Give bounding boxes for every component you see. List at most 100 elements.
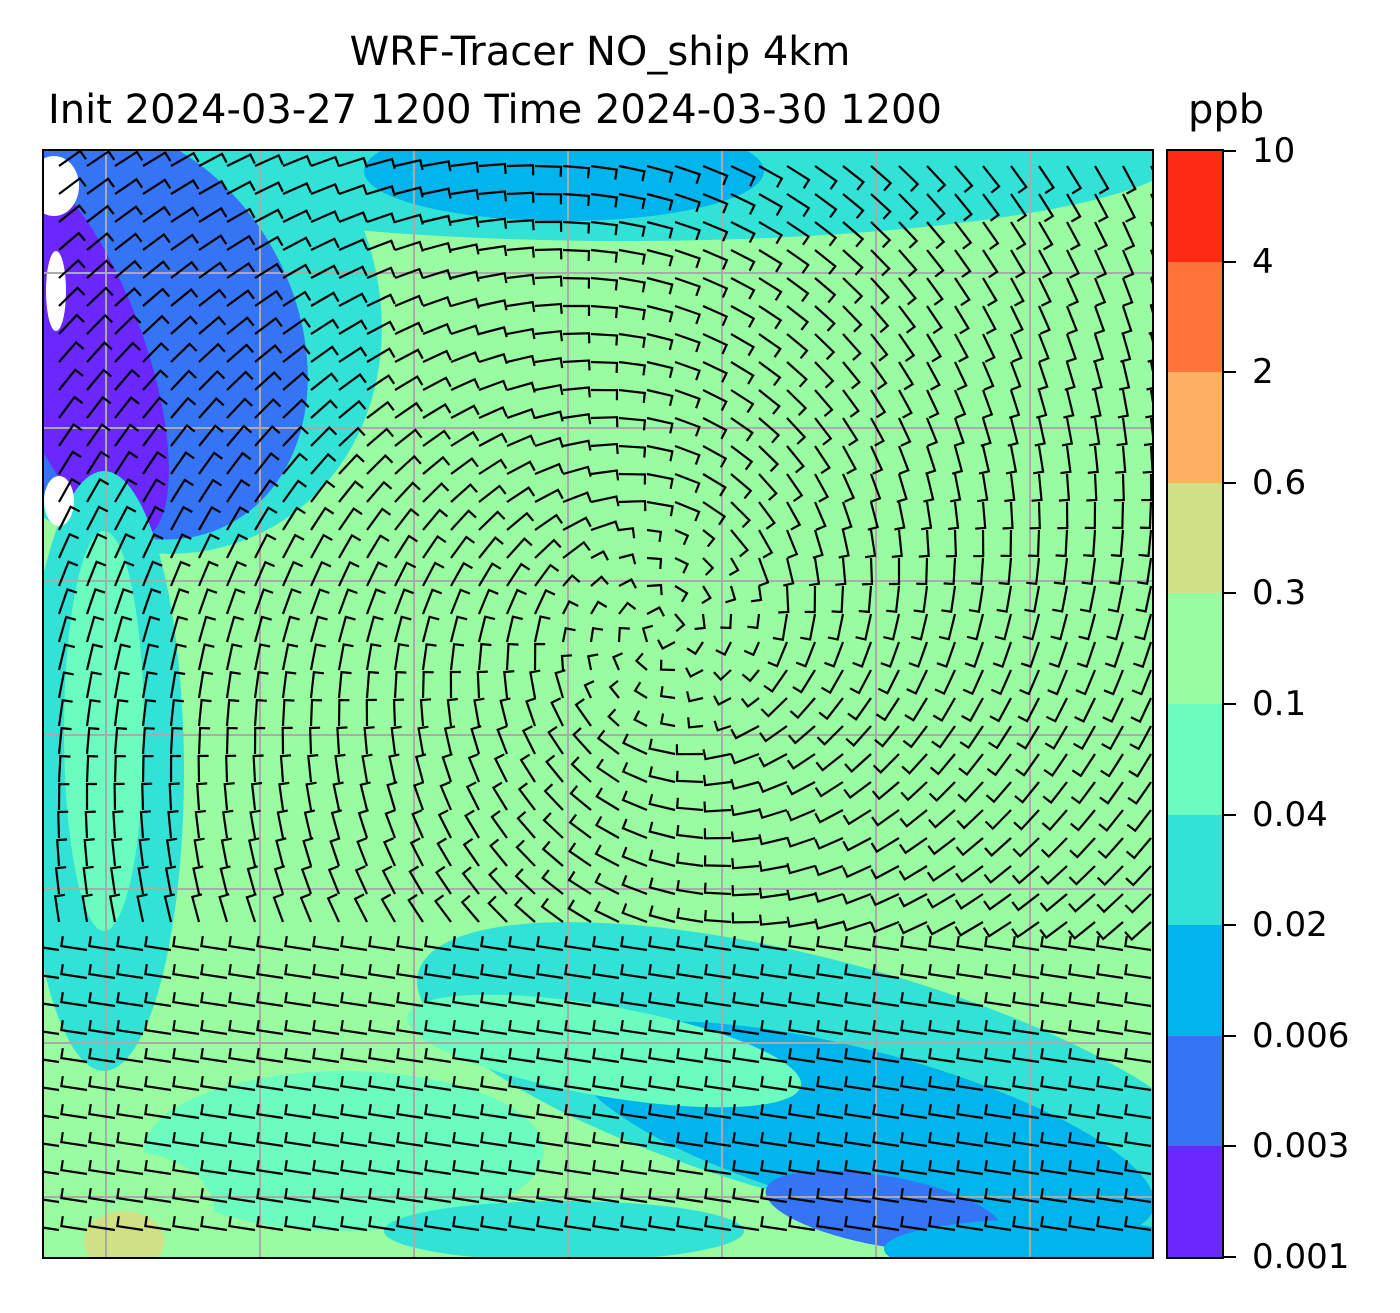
wind-barb <box>675 852 704 868</box>
wind-barb <box>505 615 523 643</box>
wind-barb <box>338 346 368 363</box>
wind-barb <box>386 781 398 811</box>
wind-barb <box>816 1076 844 1092</box>
wind-barb <box>926 333 943 363</box>
wind-barb <box>200 1048 228 1064</box>
wind-barb <box>1069 809 1096 832</box>
wind-barb <box>1067 921 1096 940</box>
wind-barb <box>525 697 537 727</box>
wind-barb <box>741 669 760 683</box>
wind-barb <box>478 352 508 365</box>
wind-barb <box>1100 753 1124 778</box>
wind-barb <box>225 671 241 699</box>
wind-barb <box>478 406 508 420</box>
wind-barb <box>424 964 452 980</box>
wind-barb <box>421 615 440 643</box>
wind-barb <box>760 697 788 718</box>
wind-barb <box>646 220 674 239</box>
wind-barb <box>872 753 900 774</box>
wind-barb <box>730 529 750 558</box>
wind-barb <box>254 452 280 475</box>
wind-barb <box>704 1048 732 1064</box>
wind-barb <box>529 669 541 699</box>
wind-barb <box>284 1160 312 1176</box>
wind-barb <box>981 361 995 391</box>
wind-barb <box>730 804 760 817</box>
wind-barb <box>704 1104 732 1120</box>
wind-barb <box>1116 417 1128 447</box>
wind-barb <box>900 1188 928 1204</box>
wind-barb <box>85 532 108 559</box>
wind-barb <box>786 753 816 770</box>
wind-barb <box>198 152 228 167</box>
colorbar-tick-label: 0.04 <box>1252 794 1328 835</box>
wind-barb <box>694 613 706 631</box>
wind-barb <box>424 992 452 1008</box>
wind-barb <box>984 1132 1012 1148</box>
wind-barb <box>359 781 371 811</box>
wind-barb <box>172 1020 200 1036</box>
wind-barb <box>44 1086 60 1092</box>
wind-barb <box>897 445 910 475</box>
wind-barb <box>116 1104 144 1120</box>
wind-barb <box>226 451 252 475</box>
wind-barb <box>759 725 788 743</box>
wind-barb <box>506 164 535 176</box>
wind-barb <box>338 533 362 559</box>
wind-barb <box>394 561 417 587</box>
wind-barb <box>1070 781 1096 805</box>
wind-barb <box>142 287 171 307</box>
wind-barb <box>533 615 551 643</box>
wind-barb <box>1130 697 1152 724</box>
wind-barb <box>954 305 970 335</box>
wind-barb <box>366 374 396 391</box>
wind-barb <box>675 797 704 812</box>
wind-barb <box>870 417 885 447</box>
wind-barb <box>421 643 437 671</box>
wind-barb <box>340 964 368 980</box>
colorbar-tick-label: 0.006 <box>1252 1015 1350 1056</box>
wind-barb <box>225 560 247 587</box>
wind-barb <box>968 585 985 613</box>
wind-barb <box>1022 613 1041 641</box>
wind-barb <box>1010 221 1027 251</box>
wind-barb <box>1121 221 1136 251</box>
wind-barb <box>898 389 913 419</box>
wind-barb <box>368 964 396 980</box>
wind-barb <box>310 479 336 503</box>
wind-barb <box>536 964 564 980</box>
wind-barb <box>1012 992 1040 1008</box>
wind-barb <box>436 837 452 867</box>
wind-barb <box>786 889 816 902</box>
wind-barb <box>284 992 312 1008</box>
wind-barb <box>674 164 702 185</box>
wind-barb <box>112 810 124 839</box>
wind-barb <box>450 243 480 255</box>
wind-barb <box>116 964 144 980</box>
wind-barb <box>60 1188 88 1204</box>
wind-barb <box>116 992 144 1008</box>
wind-barb <box>787 725 816 745</box>
wind-barb <box>953 389 967 419</box>
wind-barb <box>589 626 604 643</box>
wind-barb <box>908 641 929 668</box>
wind-barb <box>926 921 956 936</box>
wind-barb <box>954 921 984 937</box>
wind-barb <box>618 304 646 321</box>
tracer-field-map <box>44 151 1152 1257</box>
wind-barb <box>534 488 564 503</box>
wind-barb <box>592 936 620 952</box>
wind-barb <box>536 1132 564 1148</box>
wind-barb <box>139 810 151 839</box>
wind-barb <box>1076 641 1097 668</box>
wind-barb <box>480 1216 508 1232</box>
wind-barb <box>88 1048 116 1064</box>
colorbar-segment <box>1168 704 1222 815</box>
wind-barb <box>814 165 838 190</box>
wind-barb <box>1063 389 1075 419</box>
wind-barb <box>814 809 844 824</box>
wind-barb <box>845 725 872 747</box>
wind-barb <box>254 424 281 447</box>
wind-barb <box>964 641 985 669</box>
wind-barb <box>844 1188 872 1204</box>
